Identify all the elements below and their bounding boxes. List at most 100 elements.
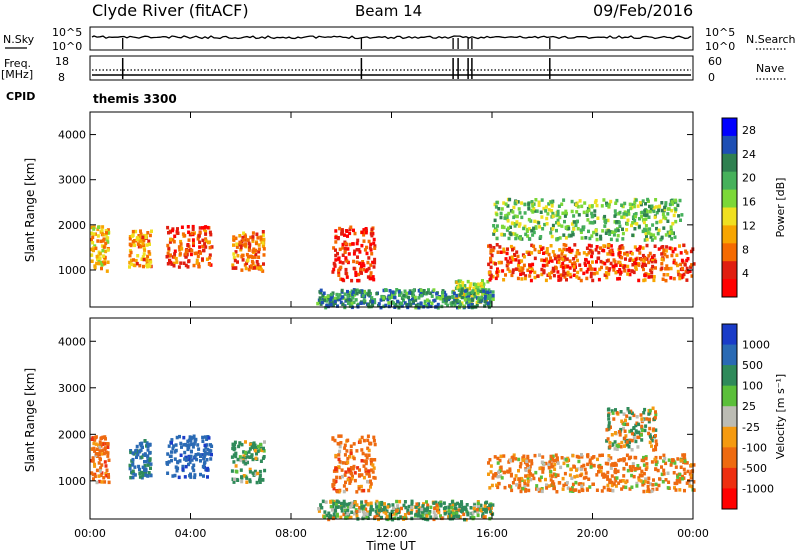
scatter-cell (357, 485, 361, 489)
scatter-cell (631, 203, 634, 207)
scatter-cell (518, 465, 522, 469)
scatter-cell (634, 423, 638, 428)
scatter-cell (360, 230, 364, 235)
scatter-cell (524, 474, 528, 478)
scatter-cell (604, 218, 608, 223)
scatter-cell (656, 468, 660, 473)
scatter-cell (652, 278, 656, 283)
scatter-cell (425, 291, 429, 295)
scatter-cell (489, 300, 492, 304)
scatter-cell (499, 211, 503, 216)
scatter-cell (525, 459, 529, 464)
scatter-cell (101, 225, 105, 229)
scatter-cell (670, 208, 674, 213)
scatter-cell (545, 259, 549, 263)
scatter-cell (336, 304, 339, 308)
scatter-cell (621, 231, 625, 236)
scatter-cell (188, 460, 192, 465)
scatter-cell (611, 265, 615, 269)
scatter-cell (433, 506, 437, 511)
scatter-cell (453, 506, 457, 510)
scatter-cell (208, 256, 212, 260)
scatter-cell (530, 461, 534, 466)
scatter-cell (262, 262, 265, 266)
scatter-cell (513, 201, 517, 205)
scatter-cell (451, 290, 455, 294)
scatter-cell (171, 238, 175, 242)
scatter-cell (623, 269, 627, 273)
scatter-cell (664, 278, 668, 283)
scatter-cell (620, 255, 624, 260)
scatter-cell (316, 301, 320, 306)
scatter-cell (170, 262, 174, 266)
scatter-cell (258, 469, 262, 474)
scatter-cell (352, 259, 356, 264)
scatter-cell (491, 274, 495, 279)
scatter-cell (423, 299, 427, 304)
scatter-cell (346, 505, 350, 509)
scatter-cell (503, 216, 507, 220)
scatter-cell (251, 261, 255, 265)
scatter-cell (457, 279, 461, 283)
scatter-cell (324, 500, 328, 504)
scatter-cell (198, 240, 202, 244)
scatter-cell (206, 447, 210, 452)
scatter-cell (340, 501, 343, 506)
scatter-cell (253, 448, 257, 453)
scatter-cell (616, 270, 620, 274)
scatter-cell (339, 277, 343, 281)
scatter-cell (487, 244, 490, 248)
scatter-cell (408, 289, 412, 293)
scatter-cell (143, 460, 146, 464)
scatter-cell (166, 225, 170, 230)
scatter-cell (632, 413, 636, 418)
scatter-cell (388, 515, 392, 520)
scatter-cell (607, 272, 611, 276)
scatter-cell (166, 243, 170, 248)
scatter-cell (622, 485, 626, 489)
scatter-cell (352, 228, 355, 233)
scatter-cell (664, 216, 668, 221)
time-tick-label: 00:00 (74, 527, 106, 540)
colorbar-segment (722, 261, 737, 280)
scatter-cell (332, 512, 336, 516)
scatter-cell (372, 475, 376, 480)
scatter-cell (608, 488, 612, 492)
scatter-cell (339, 300, 343, 305)
scatter-cell (441, 294, 445, 299)
scatter-cell (400, 304, 404, 308)
scatter-cell (349, 298, 353, 302)
scatter-cell (581, 488, 585, 493)
scatter-cell (488, 294, 492, 298)
scatter-cell (437, 510, 441, 515)
scatter-cell (630, 252, 634, 256)
scatter-cell (617, 458, 621, 463)
scatter-cell (189, 252, 193, 257)
scatter-cell (618, 268, 622, 272)
scatter-cell (364, 467, 368, 472)
scatter-cell (253, 443, 257, 447)
scatter-cell (378, 502, 382, 506)
scatter-cell (528, 270, 532, 274)
scatter-cell (362, 298, 366, 302)
scatter-cell (619, 427, 623, 432)
colorbar-tick-label: -1000 (742, 482, 774, 495)
scatter-cell (353, 471, 357, 475)
scatter-cell (524, 468, 528, 472)
scatter-cell (177, 245, 181, 249)
scatter-cell (377, 505, 381, 509)
colorbar-tick-label: 12 (742, 219, 756, 232)
scatter-cell (637, 476, 641, 480)
scatter-cell (340, 468, 344, 472)
scatter-cell (248, 447, 252, 451)
scatter-cell (506, 247, 509, 251)
scatter-cell (550, 234, 554, 239)
scatter-cell (145, 264, 149, 269)
scatter-cell (471, 289, 475, 293)
scatter-cell (369, 507, 373, 512)
scatter-cell (95, 261, 99, 266)
scatter-cell (526, 479, 530, 484)
scatter-cell (542, 462, 546, 467)
scatter-cell (426, 503, 430, 507)
scatter-cell (561, 262, 565, 266)
